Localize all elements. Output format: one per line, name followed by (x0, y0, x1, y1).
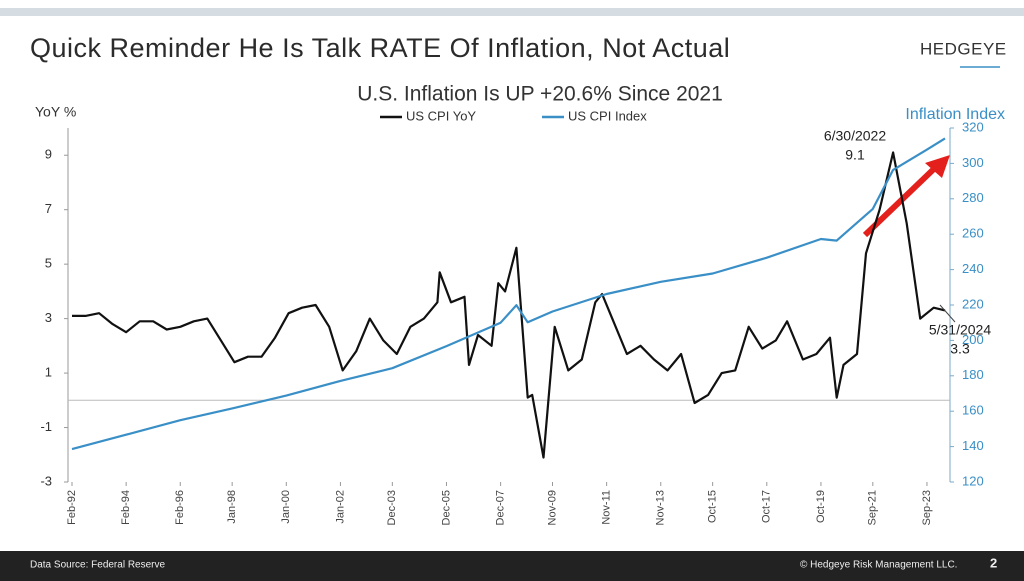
x-tick-label: Dec-05 (440, 490, 452, 525)
y2-tick-label: 180 (962, 367, 984, 382)
slide-title: Quick Reminder He Is Talk RATE Of Inflat… (30, 33, 730, 63)
x-tick-label: Nov-13 (655, 490, 667, 525)
x-tick-label: Dec-07 (495, 490, 507, 525)
y2-tick-label: 120 (962, 473, 984, 488)
x-tick-label: Sep-21 (867, 490, 879, 525)
annotation-date: 5/31/2024 (929, 322, 991, 338)
chart-title: U.S. Inflation Is UP +20.6% Since 2021 (357, 83, 723, 106)
x-tick-label: Oct-17 (761, 490, 773, 523)
y-axis-label: YoY % (35, 104, 76, 120)
y-tick-label: -3 (40, 473, 52, 488)
series-line (72, 151, 946, 459)
x-tick-label: Oct-15 (707, 490, 719, 523)
y2-tick-label: 260 (962, 226, 984, 241)
x-tick-label: Jan-98 (226, 490, 238, 524)
logo: HEDGEYE (920, 39, 1007, 58)
y-tick-label: 9 (45, 147, 52, 162)
y2-axis-label: Inflation Index (905, 106, 1005, 123)
legend-label: US CPI YoY (406, 108, 476, 123)
annotation-leader (939, 304, 956, 323)
x-tick-label: Dec-03 (386, 490, 398, 525)
footer-bar (0, 551, 1024, 581)
x-tick-label: Nov-09 (546, 490, 558, 525)
y2-tick-label: 300 (962, 155, 984, 170)
series-line (71, 137, 946, 451)
x-tick-label: Oct-19 (815, 490, 827, 523)
page-number: 2 (990, 555, 997, 570)
legend-label: US CPI Index (568, 108, 647, 123)
y2-tick-label: 220 (962, 296, 984, 311)
x-tick-label: Feb-94 (120, 490, 132, 525)
x-tick-label: Feb-92 (66, 490, 78, 525)
y-tick-label: 7 (45, 201, 52, 216)
x-tick-label: Jan-00 (280, 490, 292, 524)
x-tick-label: Sep-23 (921, 490, 933, 525)
x-tick-label: Jan-02 (334, 490, 346, 524)
footer-copyright: © Hedgeye Risk Management LLC. (800, 560, 957, 571)
annotation-date: 6/30/2022 (824, 128, 886, 144)
top-bar (0, 8, 1024, 16)
y-tick-label: 1 (45, 365, 52, 380)
y2-tick-label: 240 (962, 261, 984, 276)
footer-source: Data Source: Federal Reserve (30, 560, 166, 571)
y2-tick-label: 200 (962, 332, 984, 347)
y2-tick-label: 320 (962, 119, 984, 134)
annotation-value: 3.3 (950, 341, 970, 357)
y2-tick-label: 280 (962, 190, 984, 205)
y-tick-label: 3 (45, 310, 52, 325)
y-tick-label: -1 (40, 419, 52, 434)
annotation-value: 9.1 (845, 147, 865, 163)
arrow-head (925, 155, 950, 178)
y-tick-label: 5 (45, 256, 52, 271)
x-tick-label: Nov-11 (601, 490, 613, 525)
y2-tick-label: 160 (962, 403, 984, 418)
x-tick-label: Feb-96 (174, 490, 186, 525)
y2-tick-label: 140 (962, 438, 984, 453)
